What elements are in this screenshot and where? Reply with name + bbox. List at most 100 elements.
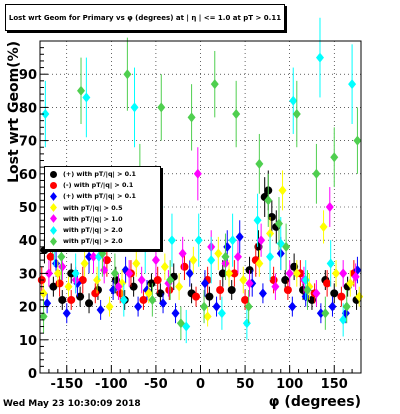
point-marker (212, 301, 221, 312)
point-marker (203, 311, 212, 322)
data-point (216, 280, 225, 300)
data-point (225, 260, 234, 287)
axes: -150 -100 -50 0 50 100 150 0 10 20 30 40 50 60 70 80 90 (19, 40, 362, 392)
y-tick-label: 80 (19, 101, 37, 116)
data-point (62, 303, 71, 324)
data-point (274, 197, 283, 251)
data-point (71, 253, 80, 294)
data-point (153, 266, 162, 294)
y-tick-label: 60 (19, 168, 37, 183)
legend-label: (+) with pT/|q| > 0.1 (63, 170, 136, 178)
data-point (157, 74, 166, 141)
data-point (337, 286, 346, 307)
data-point (176, 306, 185, 340)
point-marker (132, 258, 141, 269)
point-marker (255, 258, 264, 269)
point-marker (49, 282, 58, 291)
point-marker (288, 301, 297, 312)
data-point (205, 286, 214, 307)
data-point (125, 260, 134, 287)
x-tick-label: 150 (321, 377, 348, 392)
point-marker (102, 256, 111, 265)
point-marker (328, 301, 337, 312)
legend-marker (49, 181, 58, 190)
data-point (200, 270, 209, 297)
point-marker (332, 268, 341, 279)
point-marker (166, 275, 175, 286)
data-point (194, 213, 203, 267)
point-marker (323, 279, 332, 288)
point-marker (285, 268, 294, 279)
data-point (121, 256, 130, 284)
point-marker (171, 308, 180, 319)
data-point (114, 273, 123, 300)
legend-entry: with pT/|q| > 1.0 (49, 214, 123, 224)
data-point (49, 276, 58, 297)
data-point (235, 220, 244, 254)
point-marker (316, 308, 325, 319)
point-marker (244, 301, 253, 312)
point-marker (157, 102, 166, 113)
point-marker (43, 298, 52, 309)
point-marker (342, 301, 351, 312)
data-point (239, 266, 248, 294)
data-point (187, 84, 196, 151)
point-marker (269, 276, 278, 285)
data-point (266, 233, 275, 281)
point-marker (315, 52, 324, 63)
point-marker (235, 231, 244, 242)
data-point (245, 270, 254, 297)
point-marker (326, 258, 335, 269)
data-point (316, 303, 325, 324)
data-point (85, 293, 94, 314)
x-tick-label: 50 (236, 377, 254, 392)
point-marker (91, 289, 100, 298)
data-point (242, 306, 251, 340)
data-point (203, 306, 212, 327)
data-point (137, 266, 146, 294)
point-marker (185, 268, 194, 279)
point-marker (151, 255, 160, 266)
point-marker (230, 269, 239, 278)
data-point (221, 233, 230, 281)
y-axis-label: Lost wrt Geom(%) (6, 41, 22, 183)
x-tick-label: -150 (50, 377, 83, 392)
point-marker (85, 251, 94, 262)
point-marker (307, 295, 316, 304)
point-marker (225, 268, 234, 279)
data-point (321, 296, 330, 330)
point-marker (292, 268, 301, 279)
point-marker (71, 268, 80, 279)
data-point (285, 260, 294, 287)
legend-entry: with pT/|q| > 2.0 (49, 225, 123, 235)
data-point (110, 253, 119, 294)
data-point (271, 273, 280, 300)
point-marker (321, 308, 330, 319)
point-marker (337, 292, 346, 301)
point-marker (289, 95, 298, 106)
data-point (147, 273, 156, 294)
legend-entry: with pT/|q| > 2.0 (49, 236, 123, 246)
point-marker (96, 304, 105, 315)
point-marker (200, 278, 209, 289)
point-marker (57, 251, 66, 262)
data-point (119, 283, 128, 317)
data-point (192, 286, 201, 307)
data-point (96, 299, 105, 320)
point-marker (187, 112, 196, 123)
point-marker (281, 276, 290, 285)
data-point (41, 80, 50, 148)
data-point (178, 236, 187, 271)
legend-label: (-) with pT/|q| > 0.1 (63, 181, 134, 190)
data-point (255, 250, 264, 277)
point-marker (89, 251, 98, 262)
point-marker (346, 278, 355, 289)
data-point (289, 67, 298, 134)
data-point (159, 293, 168, 314)
data-point (342, 290, 351, 324)
point-marker (58, 295, 67, 304)
point-marker (119, 294, 128, 305)
data-point (323, 270, 332, 297)
point-marker (266, 251, 275, 262)
point-marker (194, 235, 203, 246)
